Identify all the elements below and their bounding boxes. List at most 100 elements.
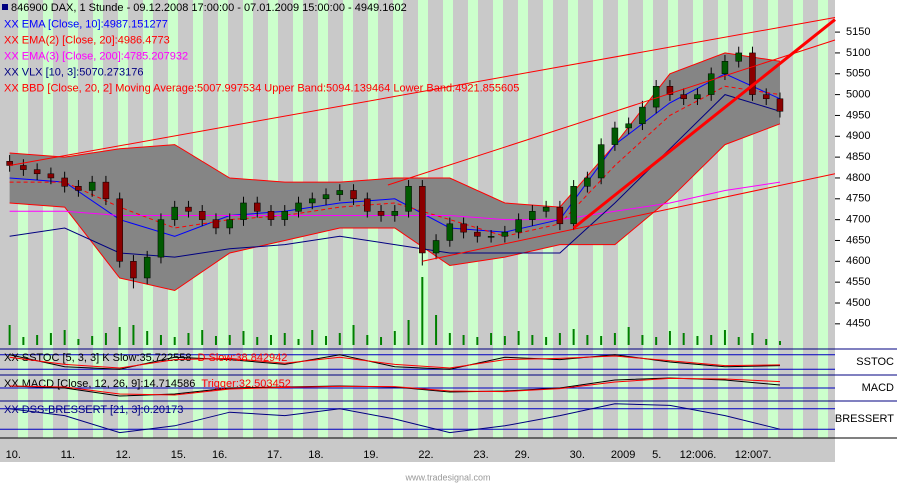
volume-bar bbox=[613, 333, 616, 345]
y-tick-label: 5000 bbox=[846, 89, 870, 101]
volume-bar bbox=[751, 333, 754, 345]
candle-body bbox=[75, 186, 82, 191]
volume-bar bbox=[765, 339, 768, 345]
candle-body bbox=[377, 211, 385, 216]
volume-bar bbox=[49, 333, 52, 345]
stripe bbox=[18, 0, 28, 438]
candle-body bbox=[198, 211, 206, 220]
candle-body bbox=[47, 173, 55, 179]
candle-body bbox=[157, 219, 165, 258]
stripe bbox=[43, 0, 53, 438]
indicator-line bbox=[9, 403, 781, 434]
volume-bar bbox=[256, 337, 259, 345]
volume-bar bbox=[325, 336, 328, 345]
x-tick-label: 5. bbox=[652, 449, 661, 461]
volume-bar bbox=[63, 330, 66, 345]
y-tick-label: 4750 bbox=[846, 193, 870, 205]
legend-entry: XX BBD [Close, 20, 2] Moving Average:500… bbox=[4, 82, 519, 94]
candle-body bbox=[652, 86, 660, 108]
legend-entry: XX MACD [Close, 12, 26, 9]:14.714586 bbox=[4, 378, 195, 390]
volume-bar bbox=[545, 337, 548, 345]
y-tick-label: 4900 bbox=[846, 130, 870, 142]
candle-body bbox=[419, 186, 426, 254]
x-tick-label: 10. bbox=[6, 449, 21, 461]
candle-body bbox=[446, 223, 454, 241]
volume-bar bbox=[22, 337, 25, 345]
candle-body bbox=[364, 198, 371, 212]
candle-body bbox=[487, 236, 495, 238]
candle-body bbox=[597, 144, 605, 179]
x-tick-label: 2009 bbox=[611, 449, 635, 461]
candle-body bbox=[666, 86, 674, 95]
footer-background bbox=[0, 462, 897, 485]
y-tick-label: 5050 bbox=[846, 68, 870, 80]
band-upper bbox=[9, 52, 781, 208]
volume-bar bbox=[146, 331, 149, 345]
x-tick-label: 18. bbox=[308, 449, 323, 461]
panel-label: MACD bbox=[862, 382, 894, 394]
x-tick-label: 7. bbox=[762, 449, 771, 461]
stripe bbox=[718, 0, 728, 438]
candle-body bbox=[721, 61, 729, 75]
volume-bar bbox=[737, 337, 740, 345]
candle-body bbox=[694, 94, 701, 100]
volume-bar bbox=[435, 315, 438, 345]
candle-body bbox=[501, 231, 509, 237]
indicator-line bbox=[9, 73, 781, 237]
volume-bar bbox=[778, 341, 781, 345]
y-tick-label: 5100 bbox=[846, 47, 870, 59]
volume-bar bbox=[269, 335, 272, 345]
volume-bar bbox=[668, 331, 671, 345]
candle-body bbox=[350, 190, 357, 200]
volume-bar bbox=[558, 333, 561, 345]
volume-bar bbox=[627, 327, 630, 345]
stripe bbox=[693, 0, 703, 438]
candle-body bbox=[776, 98, 784, 112]
candle-body bbox=[474, 231, 481, 237]
candle-body bbox=[460, 223, 467, 233]
x-tick-label: 17. bbox=[267, 449, 282, 461]
volume-bar bbox=[311, 330, 314, 345]
volume-bar bbox=[104, 333, 107, 345]
trend-line bbox=[9, 17, 836, 166]
volume-bar bbox=[476, 337, 479, 345]
x-tick-label: 16. bbox=[212, 449, 227, 461]
candle-body bbox=[432, 240, 440, 254]
volume-bar bbox=[517, 331, 520, 345]
candle-body bbox=[253, 202, 261, 212]
indicator-line bbox=[9, 377, 781, 396]
volume-bar bbox=[696, 336, 699, 345]
stripe bbox=[643, 0, 653, 438]
candle-body bbox=[515, 219, 522, 233]
trend-line bbox=[422, 173, 836, 262]
candle-body bbox=[707, 73, 715, 95]
candle-body bbox=[143, 256, 151, 279]
y-tick-label: 4600 bbox=[846, 255, 870, 267]
volume-bar bbox=[448, 333, 451, 345]
candle-body bbox=[171, 206, 178, 220]
legend-entry: Trigger:32.503452 bbox=[201, 378, 291, 390]
y-tick-label: 4500 bbox=[846, 297, 870, 309]
legend-entry: XX DSS-BRESSERT [21, 3]:0.20173 bbox=[4, 404, 183, 416]
volume-bar bbox=[132, 325, 135, 345]
volume-bar bbox=[118, 327, 121, 345]
candle-body bbox=[749, 52, 756, 95]
candle-body bbox=[226, 219, 233, 229]
candle-body bbox=[584, 177, 591, 187]
volume-bar bbox=[421, 277, 424, 345]
stripe bbox=[68, 0, 78, 438]
candle-body bbox=[309, 198, 316, 204]
stripe bbox=[768, 0, 778, 438]
volume-bar bbox=[723, 330, 726, 345]
legend-entry: XX VLX [10, 3]:5070.273176 bbox=[4, 66, 143, 78]
candle-body bbox=[240, 202, 247, 220]
volume-bar bbox=[366, 335, 369, 345]
volume-bar bbox=[338, 333, 341, 345]
x-tick-label: 12:00 bbox=[680, 449, 708, 461]
candle-body bbox=[322, 194, 330, 200]
volume-bar bbox=[297, 339, 300, 345]
candle-body bbox=[336, 190, 344, 195]
candle-body bbox=[20, 165, 27, 170]
